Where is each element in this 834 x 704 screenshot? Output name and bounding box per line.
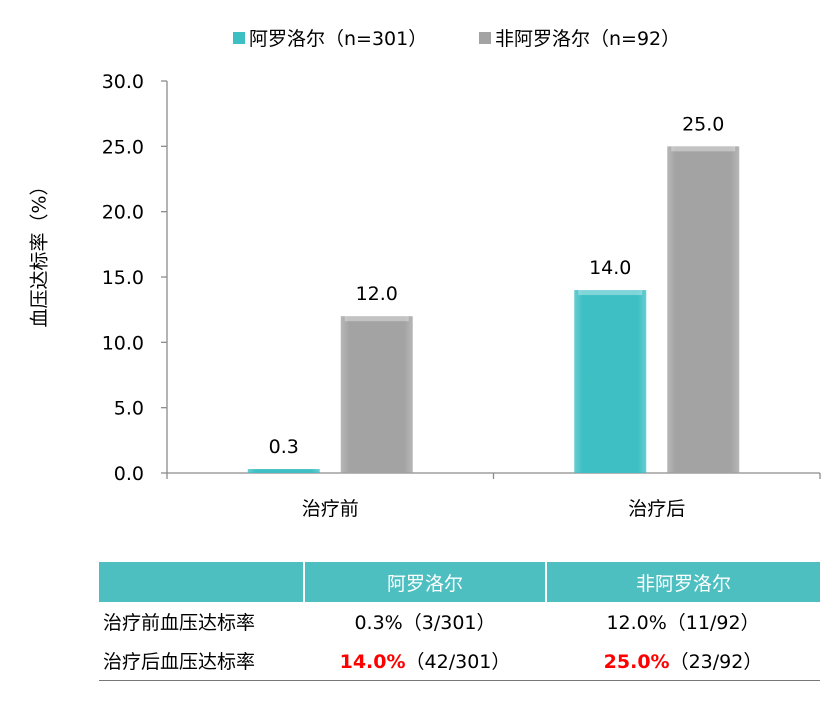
table-row: 治疗前血压达标率 0.3%（3/301） 12.0%（11/92） <box>99 602 820 641</box>
table-header-row: 阿罗洛尔 非阿罗洛尔 <box>99 562 820 602</box>
bar-chart: 0.0 5.0 10.0 15.0 20.0 25.0 30.0 治疗前 0.3 12.0 治疗后 1… <box>102 71 821 520</box>
data-label: 12.0 <box>356 283 398 305</box>
bar <box>574 290 647 473</box>
bar <box>667 146 740 474</box>
table-header-non-arotinolol: 非阿罗洛尔 <box>545 562 820 602</box>
legend-label: 非阿罗洛尔（n=92） <box>495 28 681 50</box>
x-category-label: 治疗后 <box>628 498 685 520</box>
x-category-label: 治疗前 <box>302 498 359 520</box>
data-table: 阿罗洛尔 非阿罗洛尔 治疗前血压达标率 0.3%（3/301） 12.0%（11… <box>99 562 820 681</box>
bar <box>247 469 320 473</box>
row-label: 治疗后血压达标率 <box>99 641 304 681</box>
y-tick-label: 20.0 <box>102 202 144 224</box>
table-header-arotinolol: 阿罗洛尔 <box>303 562 546 602</box>
data-label: 14.0 <box>589 257 631 279</box>
cell-arotinolol: 0.3%（3/301） <box>304 602 546 641</box>
y-tick-label: 0.0 <box>114 463 144 485</box>
table-header-empty <box>99 562 304 602</box>
y-axis-label: 血压达标率（%） <box>28 176 51 328</box>
data-label: 0.3 <box>269 436 299 458</box>
y-tick-label: 30.0 <box>102 71 144 93</box>
legend-item-non-arotinolol[interactable]: 非阿罗洛尔（n=92） <box>479 24 680 51</box>
legend-swatch <box>479 31 491 44</box>
fraction: （23/92） <box>669 651 763 673</box>
legend-swatch <box>233 31 245 44</box>
bar-bevel <box>578 290 643 296</box>
fraction: （3/301） <box>402 612 496 634</box>
legend-label: 阿罗洛尔（n=301） <box>249 28 428 50</box>
pct-highlight: 25.0% <box>603 651 670 673</box>
bar-bevel <box>344 316 409 322</box>
cell-non-arotinolol: 25.0%（23/92） <box>546 641 820 681</box>
y-tick-label: 15.0 <box>102 267 144 289</box>
fraction: （11/92） <box>666 612 760 634</box>
data-label: 25.0 <box>682 113 724 135</box>
y-tick-label: 10.0 <box>102 332 144 354</box>
pct: 12.0% <box>606 612 667 634</box>
bar <box>340 316 413 473</box>
y-tick-label: 25.0 <box>102 136 144 158</box>
pct: 0.3% <box>354 612 403 634</box>
cell-arotinolol: 14.0%（42/301） <box>304 641 546 681</box>
cell-non-arotinolol: 12.0%（11/92） <box>546 602 820 641</box>
bar-bevel <box>671 146 736 152</box>
legend-item-arotinolol[interactable]: 阿罗洛尔（n=301） <box>233 24 427 51</box>
fraction: （42/301） <box>405 651 511 673</box>
y-tick-label: 5.0 <box>114 398 144 420</box>
row-label: 治疗前血压达标率 <box>103 612 256 634</box>
pct-highlight: 14.0% <box>339 651 406 673</box>
table-row: 治疗后血压达标率 14.0%（42/301） 25.0%（23/92） <box>99 641 820 681</box>
